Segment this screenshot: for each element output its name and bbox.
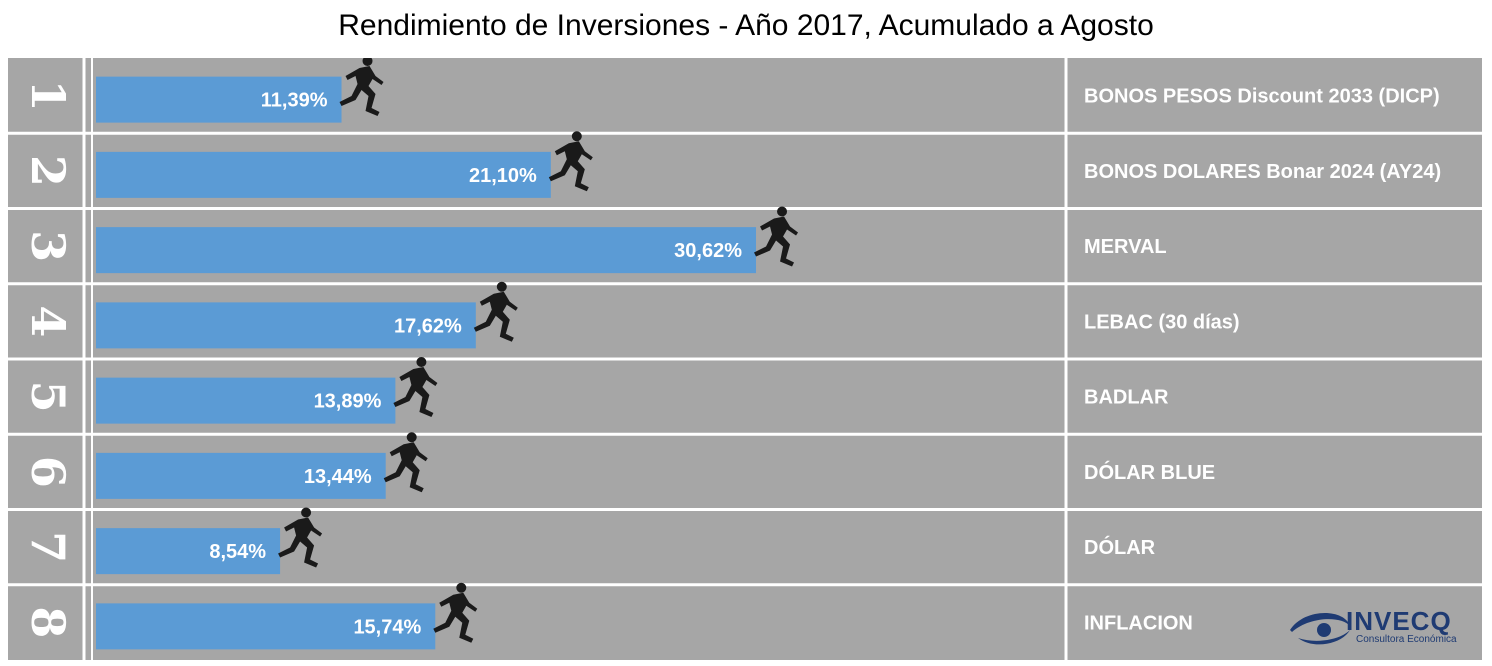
rank-glyph: 1 — [21, 80, 75, 112]
runner-icon — [433, 582, 478, 643]
rank-glyph: 7 — [21, 531, 75, 563]
bar-4 — [96, 302, 476, 349]
rank-number: 5 — [21, 381, 75, 413]
rank-number: 7 — [21, 531, 75, 563]
rank-glyph: 2 — [21, 155, 75, 187]
runner-icon — [754, 206, 799, 267]
category-label: BONOS PESOS Discount 2033 (DICP) — [1084, 86, 1440, 108]
bar-7 — [96, 528, 281, 575]
rank-glyph: 6 — [21, 456, 75, 488]
runner-icon — [278, 507, 323, 568]
rank-number: 2 — [21, 155, 75, 187]
logo-name: INVECQ — [1346, 606, 1452, 636]
category-label: DÓLAR BLUE — [1084, 460, 1215, 484]
runner-icon — [548, 131, 593, 192]
logo-tagline: Consultora Económica — [1356, 634, 1457, 645]
runner-icon — [393, 357, 438, 417]
runner-icon — [473, 281, 518, 342]
rank-glyph: 4 — [21, 305, 75, 337]
rank-glyph: 5 — [21, 381, 75, 413]
rank-number: 6 — [21, 456, 75, 488]
category-label: BONOS DOLARES Bonar 2024 (AY24) — [1084, 161, 1441, 183]
value-label: 15,74% — [353, 616, 421, 638]
value-label: 17,62% — [394, 315, 462, 337]
invecq-logo — [1290, 612, 1350, 645]
value-label: 30,62% — [674, 240, 742, 262]
bar-chart: 1 11,39% BONOS PESOS Discount 2033 (DICP) 2… — [8, 58, 1482, 660]
rank-number: 3 — [21, 230, 75, 262]
rank-number: 4 — [21, 305, 75, 337]
rank-glyph: 8 — [21, 606, 75, 638]
category-label: DÓLAR — [1084, 535, 1156, 559]
runner-icon — [339, 58, 384, 116]
runner-icon — [383, 432, 428, 493]
bar-1 — [96, 76, 342, 123]
category-label: INFLACION — [1084, 612, 1193, 634]
value-label: 13,44% — [304, 466, 372, 488]
bar-5 — [96, 377, 396, 424]
bar-6 — [96, 452, 386, 499]
rank-glyph: 3 — [21, 230, 75, 262]
bar-2 — [96, 151, 551, 198]
value-label: 13,89% — [314, 391, 382, 413]
bar-3 — [96, 227, 757, 274]
category-label: BADLAR — [1084, 387, 1169, 409]
rank-number: 1 — [21, 80, 75, 112]
chart-title: Rendimiento de Inversiones - Año 2017, A… — [338, 9, 1154, 42]
category-label: LEBAC (30 días) — [1084, 311, 1240, 333]
category-label: MERVAL — [1084, 236, 1167, 258]
value-label: 21,10% — [469, 165, 537, 187]
value-label: 8,54% — [209, 541, 266, 563]
rank-number: 8 — [21, 606, 75, 638]
value-label: 11,39% — [261, 90, 328, 112]
bar-8 — [96, 603, 436, 650]
